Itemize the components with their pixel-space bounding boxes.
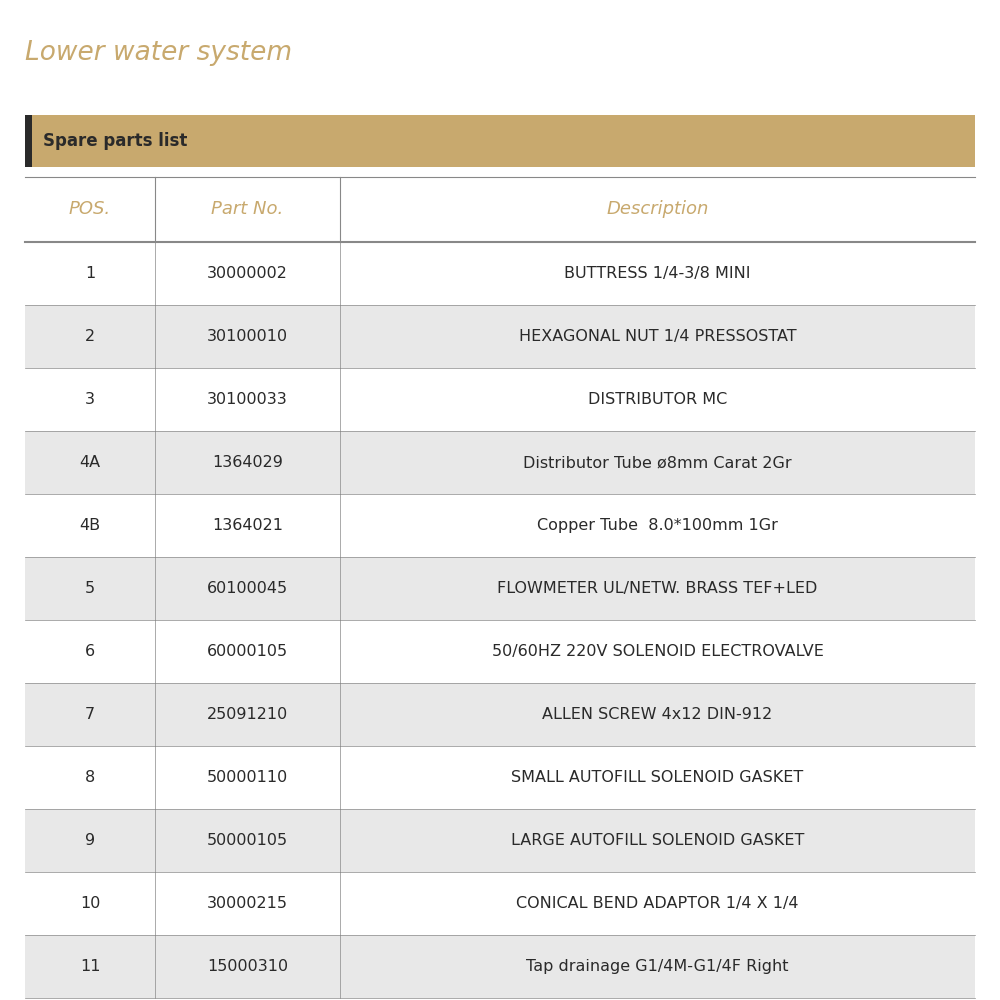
FancyBboxPatch shape <box>25 557 975 620</box>
Text: FLOWMETER UL/NETW. BRASS TEF+LED: FLOWMETER UL/NETW. BRASS TEF+LED <box>497 581 818 596</box>
Text: Spare parts list: Spare parts list <box>43 132 187 150</box>
Text: 30100010: 30100010 <box>207 329 288 344</box>
FancyBboxPatch shape <box>25 620 975 683</box>
FancyBboxPatch shape <box>25 809 975 872</box>
Text: 11: 11 <box>80 959 100 974</box>
Text: 8: 8 <box>85 770 95 785</box>
FancyBboxPatch shape <box>25 305 975 368</box>
Text: 5: 5 <box>85 581 95 596</box>
Text: 60100045: 60100045 <box>207 581 288 596</box>
Text: SMALL AUTOFILL SOLENOID GASKET: SMALL AUTOFILL SOLENOID GASKET <box>511 770 804 785</box>
FancyBboxPatch shape <box>25 242 975 305</box>
FancyBboxPatch shape <box>25 431 975 494</box>
FancyBboxPatch shape <box>25 368 975 431</box>
Text: 15000310: 15000310 <box>207 959 288 974</box>
Text: POS.: POS. <box>69 200 111 219</box>
FancyBboxPatch shape <box>25 872 975 935</box>
Text: 6: 6 <box>85 644 95 659</box>
Text: LARGE AUTOFILL SOLENOID GASKET: LARGE AUTOFILL SOLENOID GASKET <box>511 833 804 848</box>
FancyBboxPatch shape <box>25 683 975 746</box>
Text: DISTRIBUTOR MC: DISTRIBUTOR MC <box>588 392 727 407</box>
Text: BUTTRESS 1/4-3/8 MINI: BUTTRESS 1/4-3/8 MINI <box>564 266 751 281</box>
Text: 3: 3 <box>85 392 95 407</box>
FancyBboxPatch shape <box>25 115 975 167</box>
Text: 30000002: 30000002 <box>207 266 288 281</box>
Text: 1364021: 1364021 <box>212 518 283 533</box>
Text: Distributor Tube ø8mm Carat 2Gr: Distributor Tube ø8mm Carat 2Gr <box>523 455 792 470</box>
FancyBboxPatch shape <box>25 115 32 167</box>
FancyBboxPatch shape <box>25 746 975 809</box>
Text: Copper Tube  8.0*100mm 1Gr: Copper Tube 8.0*100mm 1Gr <box>537 518 778 533</box>
Text: Description: Description <box>606 200 709 219</box>
Text: 7: 7 <box>85 707 95 722</box>
Text: Lower water system: Lower water system <box>25 40 292 66</box>
Text: 30000215: 30000215 <box>207 896 288 911</box>
Text: 50000110: 50000110 <box>207 770 288 785</box>
Text: Part No.: Part No. <box>211 200 284 219</box>
Text: HEXAGONAL NUT 1/4 PRESSOSTAT: HEXAGONAL NUT 1/4 PRESSOSTAT <box>519 329 796 344</box>
Text: 4B: 4B <box>79 518 101 533</box>
Text: 10: 10 <box>80 896 100 911</box>
Text: 50/60HZ 220V SOLENOID ELECTROVALVE: 50/60HZ 220V SOLENOID ELECTROVALVE <box>492 644 823 659</box>
Text: 60000105: 60000105 <box>207 644 288 659</box>
Text: ALLEN SCREW 4x12 DIN-912: ALLEN SCREW 4x12 DIN-912 <box>542 707 773 722</box>
Text: Tap drainage G1/4M-G1/4F Right: Tap drainage G1/4M-G1/4F Right <box>526 959 789 974</box>
Text: 9: 9 <box>85 833 95 848</box>
FancyBboxPatch shape <box>25 935 975 998</box>
Text: CONICAL BEND ADAPTOR 1/4 X 1/4: CONICAL BEND ADAPTOR 1/4 X 1/4 <box>516 896 799 911</box>
Text: 1364029: 1364029 <box>212 455 283 470</box>
Text: 2: 2 <box>85 329 95 344</box>
Text: 1: 1 <box>85 266 95 281</box>
Text: 30100033: 30100033 <box>207 392 288 407</box>
Text: 50000105: 50000105 <box>207 833 288 848</box>
Text: 25091210: 25091210 <box>207 707 288 722</box>
FancyBboxPatch shape <box>25 494 975 557</box>
Text: 4A: 4A <box>79 455 101 470</box>
